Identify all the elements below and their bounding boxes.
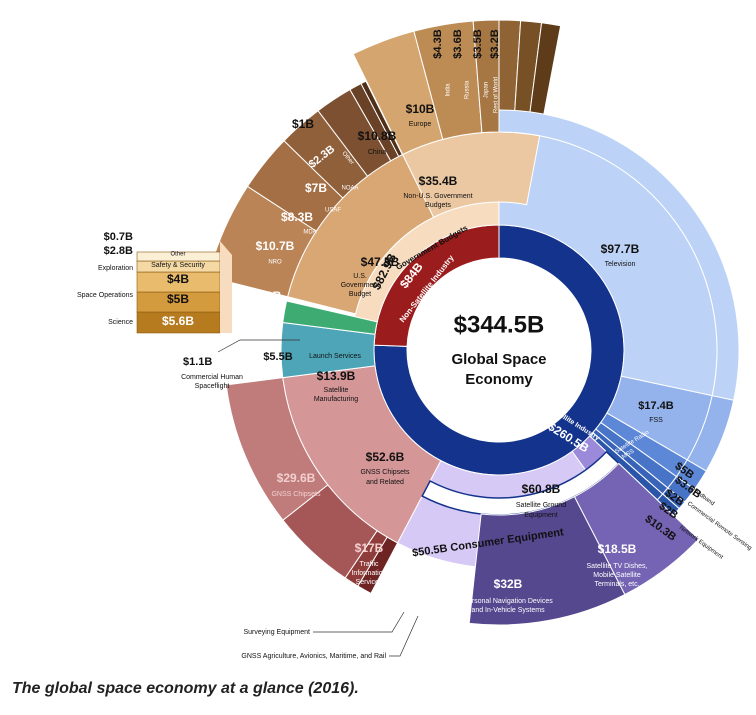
ring4-name-japan: Japan — [484, 82, 490, 98]
stvd-value: $18.5B — [598, 542, 637, 556]
traffic-name-2: Information — [351, 570, 386, 577]
satmfg-name-1: Satellite — [324, 387, 349, 394]
sge-value: $60.8B — [522, 482, 561, 496]
traffic-name-1: Traffic — [359, 561, 379, 568]
nb-exploration-name: Exploration — [98, 265, 133, 272]
gnssag-leader — [389, 615, 419, 657]
usgov-name-3: Budget — [349, 291, 371, 298]
gnss-chipsets-name: GNSS Chipsets — [271, 491, 321, 498]
mda-value: $8.3B — [281, 210, 313, 224]
usgov-name-1: U.S. — [353, 273, 367, 280]
nb-exploration-value: $4B — [167, 272, 189, 286]
chs-value: $1.1B — [183, 356, 212, 368]
survey-name: Surveying Equipment — [243, 629, 310, 636]
nb-other-name: Other — [170, 252, 185, 258]
gnss-chipsets-value: $29.6B — [277, 471, 316, 485]
nonus-value: $35.4B — [419, 174, 458, 188]
sge-name-1: Satellite Ground — [516, 502, 566, 509]
survey-leader — [313, 611, 405, 633]
fss-name: FSS — [649, 417, 663, 424]
crs-name: Commercial Remote Sensing — [686, 501, 753, 552]
gnsscr-value: $52.6B — [366, 450, 405, 464]
ring3-launch-services — [282, 300, 378, 335]
stvd-name-1: Satellite TV Dishes, — [587, 563, 648, 570]
nro-name: NRO — [268, 260, 282, 266]
ring4-value-india: $4.3B — [432, 29, 444, 58]
center-disc — [407, 258, 591, 442]
pnd-value: $32B — [494, 577, 523, 591]
nasa-sub: (Space Only) — [242, 317, 283, 324]
europe-name: Europe — [409, 121, 432, 128]
nasa-breakout-connector — [220, 241, 232, 333]
ring4-name-russia: Russia — [465, 80, 471, 99]
stvd-name-2: Mobile Satellite — [593, 572, 641, 579]
nb-science-name: Science — [108, 319, 133, 326]
stvd-name-3: Terminals, etc. — [594, 581, 639, 588]
pnd-name-2: and In-Vehicle Systems — [471, 607, 545, 614]
sge-name-2: Equipment — [524, 512, 558, 519]
nasa-value: $18.1B — [243, 289, 282, 303]
nb-spaceops-name: Space Operations — [77, 292, 134, 299]
gnssag-name: GNSS Agriculture, Avionics, Maritime, an… — [241, 653, 386, 660]
satmfg-name-2: Manufacturing — [314, 396, 358, 403]
tv-value: $97.7B — [601, 242, 640, 256]
survey-value: $3B — [399, 571, 414, 593]
satmfg-value: $13.9B — [317, 369, 356, 383]
mss-name: MSS — [621, 448, 635, 460]
ring4-value-japan: $3.5B — [472, 29, 484, 58]
usgov-name-2: Government — [341, 282, 380, 289]
nb-safety-value: $2.8B — [104, 245, 133, 257]
nb-science-value: $5.6B — [162, 314, 194, 328]
figure-caption: The global space economy at a glance (20… — [12, 680, 359, 697]
fss-value: $17.4B — [638, 400, 674, 412]
center-title-line1: Global Space — [451, 351, 546, 368]
gnssag-value: $3B — [417, 573, 432, 595]
nonus-name-1: Non-U.S. Government — [403, 193, 472, 200]
ring4-personal-navigation-devices-and-in-vehicle-systems — [468, 496, 626, 626]
europe-value: $10B — [406, 102, 435, 116]
nro-value: $10.7B — [256, 239, 295, 253]
usaf-value: $7B — [305, 181, 327, 195]
usaf-name: USAF — [325, 208, 341, 214]
ring4-value-russia: $3.6B — [452, 29, 464, 58]
nb-spaceops-value: $5B — [167, 292, 189, 306]
gnsscr-name-2: and Related — [366, 479, 404, 486]
china-name: China — [368, 149, 386, 156]
mda-name: MDA — [303, 230, 316, 236]
pnd-name-1: Personal Navigation Devices — [463, 598, 553, 605]
ring3-outer-commercial-remote-sensing — [656, 493, 680, 516]
chs-name-2: Spaceflight — [195, 383, 230, 390]
center-title-line2: Economy — [465, 371, 533, 388]
traffic-name-3: Services — [356, 579, 383, 586]
chs-name-1: Commercial Human — [181, 374, 243, 381]
gov-other-value: $1B — [292, 117, 314, 131]
ring4-value-rest-of-world: $3.2B — [489, 29, 501, 58]
chs-leader — [217, 339, 300, 353]
nonus-name-2: Budgets — [425, 202, 451, 209]
china-value: $10.8B — [358, 129, 397, 143]
noaa-name: NOAA — [341, 186, 358, 192]
tv-name: Television — [605, 261, 636, 268]
ring4-name-india: India — [446, 83, 452, 97]
ring4-name-rest-of-world: Rest of World — [494, 77, 500, 113]
nb-other-value: $0.7B — [104, 231, 133, 243]
nasa-name: NASA — [252, 308, 271, 315]
traffic-value: $17B — [355, 541, 384, 555]
ring4-gnss-chipsets — [225, 377, 329, 521]
usgov-value: $47.5B — [361, 255, 400, 269]
center-total-value: $344.5B — [454, 311, 545, 338]
gnsscr-name-1: GNSS Chipsets — [360, 469, 410, 476]
launch-value: $5.5B — [263, 351, 292, 363]
launch-name: Launch Services — [309, 353, 361, 360]
nb-safety-name: Safety & Security — [151, 262, 205, 269]
